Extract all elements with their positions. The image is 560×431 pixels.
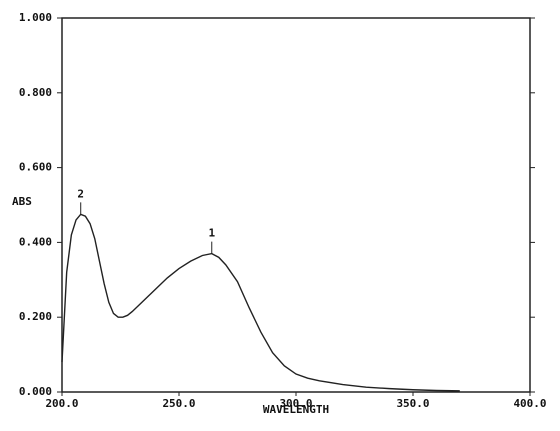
x-tick-label: 200.0: [45, 397, 78, 410]
x-tick-label: 250.0: [162, 397, 195, 410]
spectrum-line: [61, 213, 460, 392]
plot-frame: [61, 17, 531, 393]
y-tick-label: 0.400: [19, 235, 52, 248]
y-tick-label: 1.000: [19, 11, 52, 24]
x-tick-label: 400.0: [513, 397, 546, 410]
x-tick-label: 350.0: [396, 397, 429, 410]
peak-label: 2: [77, 187, 84, 200]
x-axis-label: WAVELENGTH: [263, 403, 329, 416]
x-tick-label: 300.0: [279, 397, 312, 410]
y-tick-label: 0.200: [19, 310, 52, 323]
peak-label: 1: [208, 227, 215, 240]
y-tick-label: 0.000: [19, 385, 52, 398]
y-axis-label: ABS: [12, 195, 32, 208]
y-tick-label: 0.800: [19, 86, 52, 99]
y-tick-label: 0.600: [19, 161, 52, 174]
